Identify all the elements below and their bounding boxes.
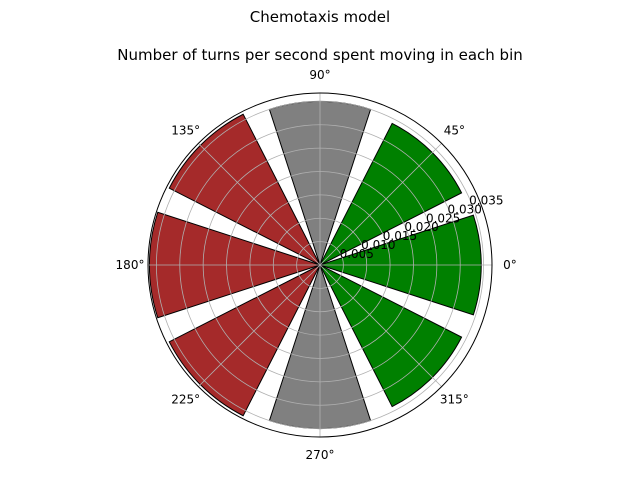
radial-tick-label-3: 0.020 xyxy=(404,220,438,234)
labels-layer: 0°45°90°135°180°225°270°315°0.0050.0100.… xyxy=(116,68,517,462)
radial-tick-label-0: 0.005 xyxy=(340,247,374,261)
radial-tick-label-2: 0.015 xyxy=(383,229,417,243)
angle-tick-label-270: 270° xyxy=(306,448,335,462)
grid-spoke-225 xyxy=(198,264,321,387)
radial-tick-label-6: 0.035 xyxy=(469,193,503,207)
angle-tick-label-90: 90° xyxy=(309,68,330,82)
radial-tick-label-4: 0.025 xyxy=(426,211,460,225)
angle-tick-label-0: 0° xyxy=(503,258,517,272)
polar-frame xyxy=(147,92,493,438)
angle-tick-label-180: 180° xyxy=(116,258,145,272)
radial-tick-label-1: 0.010 xyxy=(361,238,395,252)
chart-title: Number of turns per second spent moving … xyxy=(117,46,523,64)
angle-tick-label-135: 135° xyxy=(171,124,200,138)
angle-tick-label-225: 225° xyxy=(171,392,200,406)
chart-suptitle: Chemotaxis model xyxy=(250,8,390,26)
grid-spoke-135 xyxy=(198,143,321,266)
grid-layer xyxy=(147,92,493,438)
angle-tick-label-315: 315° xyxy=(440,392,469,406)
grid-spoke-315 xyxy=(319,264,442,387)
grid-spoke-45 xyxy=(319,143,442,266)
radial-tick-label-5: 0.030 xyxy=(448,202,482,216)
angle-tick-label-45: 45° xyxy=(444,124,465,138)
